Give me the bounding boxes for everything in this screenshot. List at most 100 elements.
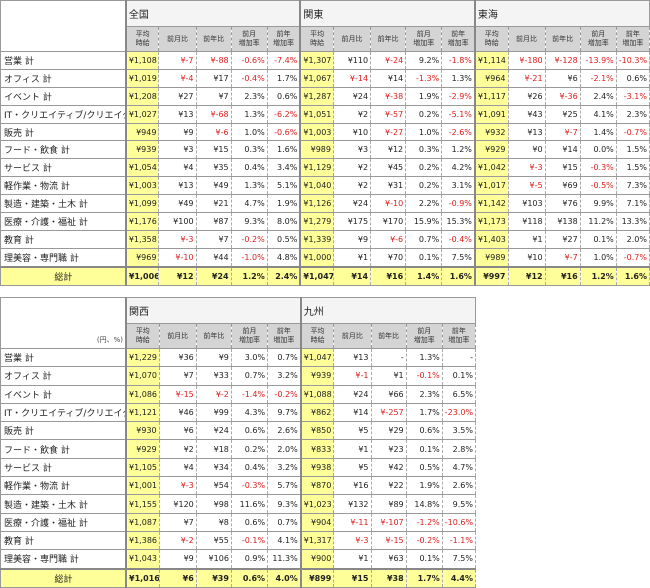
table-row: 販売 計 ¥949 ¥9 ¥-6 1.0% -0.6% ¥1,003 ¥10 ¥-27 1.0% -… xyxy=(0,122,650,142)
row-label: サービス 計 xyxy=(0,158,127,178)
table-row: 理美容・専門職 計 ¥1,043 ¥9 ¥106 0.9% 11.3% ¥900 ¥1 ¥63 0… xyxy=(0,549,477,570)
value-cell: ¥1,386 xyxy=(124,530,160,551)
value-cell: 0.6% xyxy=(230,567,269,588)
value-cell: ¥-27 xyxy=(370,122,407,142)
column-header: 前年 増加率 xyxy=(267,323,302,349)
value-cell: -1.2% xyxy=(405,512,443,532)
value-cell: 4.1% xyxy=(267,530,302,551)
value-cell: 7.3% xyxy=(615,176,650,196)
value-cell: 0.5% xyxy=(266,229,301,249)
value-cell: ¥132 xyxy=(333,494,372,514)
value-cell: ¥1,070 xyxy=(124,366,160,386)
value-cell: ¥34 xyxy=(195,457,232,478)
value-cell: ¥170 xyxy=(370,212,407,231)
value-cell: 0.2% xyxy=(405,176,443,196)
value-cell: 1.5% xyxy=(615,158,650,178)
value-cell: ¥18 xyxy=(195,439,232,459)
column-header: 平均 時給 xyxy=(473,26,509,52)
value-cell: ¥24 xyxy=(332,86,372,106)
value-cell: ¥9 xyxy=(158,122,197,142)
value-cell: 11.2% xyxy=(579,212,617,231)
value-cell: 0.7% xyxy=(405,229,443,249)
column-header: 前年 増加率 xyxy=(441,323,477,349)
value-cell: 1.0% xyxy=(230,122,268,142)
value-cell: ¥1,047 xyxy=(299,265,334,286)
value-cell: 15.3% xyxy=(441,212,476,231)
value-cell: ¥13 xyxy=(158,104,197,124)
value-cell: 5.7% xyxy=(267,476,302,496)
table-row: オフィス 計 ¥1,070 ¥7 ¥33 0.7% 3.2% ¥939 ¥-1 ¥1 -0.1% 0… xyxy=(0,366,477,386)
value-cell: ¥14 xyxy=(332,265,372,286)
value-cell: ¥46 xyxy=(158,402,197,423)
value-cell: ¥1,047 xyxy=(299,347,335,368)
value-cell: ¥-14 xyxy=(332,68,372,88)
value-cell: ¥-38 xyxy=(370,86,407,106)
value-cell: ¥1,403 xyxy=(473,229,509,249)
value-cell: ¥969 xyxy=(124,247,160,268)
value-cell: ¥-4 xyxy=(158,68,197,88)
value-cell: 3.0% xyxy=(230,347,269,368)
value-cell: ¥12 xyxy=(507,265,546,286)
value-cell: ¥1,087 xyxy=(124,512,160,532)
column-header-row: 平均 時給 前月比 前年比 前月 増加率 前年 増加率 平均 時給 前月比 前年比 前月 増加率 前年 増加率… xyxy=(1,26,650,52)
column-header: 前年 増加率 xyxy=(266,26,301,52)
value-cell: ¥76 xyxy=(544,194,581,214)
value-cell: 4.4% xyxy=(441,567,477,588)
value-cell: 1.2% xyxy=(579,265,617,286)
table-row: IT・クリエイティブ/クリエイター 計¥1,121¥46¥994.3%9.7%¥… xyxy=(0,402,477,423)
value-cell: ¥1,105 xyxy=(124,457,160,478)
value-cell: 4.7% xyxy=(441,457,477,478)
value-cell: ¥1,003 xyxy=(299,122,334,142)
column-header: 前年 増加率 xyxy=(615,26,650,52)
column-header: 平均 時給 xyxy=(299,26,334,52)
value-cell: ¥1,279 xyxy=(299,212,334,231)
value-cell: ¥16 xyxy=(370,265,407,286)
value-cell: ¥25 xyxy=(544,104,581,124)
value-cell: ¥949 xyxy=(124,122,160,142)
value-cell: 1.0% xyxy=(579,247,617,268)
value-cell: 0.7% xyxy=(267,347,302,368)
value-cell: ¥45 xyxy=(370,158,407,178)
region-header-row: 全国 関東 東海 xyxy=(0,0,650,52)
value-cell: ¥1,108 xyxy=(124,51,160,70)
table-row: 教育 計 ¥1,358 ¥-3 ¥7 -0.2% 0.5% ¥1,339 ¥9 ¥-6 0.7% -… xyxy=(0,229,650,249)
value-cell: 3.4% xyxy=(266,158,301,178)
value-cell: ¥-7 xyxy=(158,51,197,70)
table-row: フード・飲食 計 ¥929 ¥2 ¥18 0.2% 2.0% ¥833 ¥1 ¥23 0.1% 2.… xyxy=(0,439,477,459)
value-cell: ¥1,017 xyxy=(473,176,509,196)
row-label: 軽作業・物流 計 xyxy=(0,176,127,196)
value-cell: ¥1,142 xyxy=(473,194,509,214)
value-cell: 2.0% xyxy=(267,439,302,459)
row-label: 販売 計 xyxy=(0,421,127,441)
value-cell: ¥12 xyxy=(370,140,407,160)
value-cell: ¥1,317 xyxy=(299,530,335,551)
value-cell: ¥989 xyxy=(473,247,509,268)
value-cell: ¥8 xyxy=(195,512,232,532)
value-cell: ¥1,000 xyxy=(299,247,334,268)
value-cell: ¥-21 xyxy=(507,68,546,88)
value-cell: 11.6% xyxy=(230,494,269,514)
value-cell: 1.5% xyxy=(615,140,650,160)
value-cell: ¥1,006 xyxy=(124,265,160,286)
value-cell: ¥1,114 xyxy=(473,51,509,70)
value-cell: 0.7% xyxy=(267,512,302,532)
value-cell: ¥49 xyxy=(158,194,197,214)
value-cell: 0.6% xyxy=(266,86,301,106)
value-cell: 9.3% xyxy=(230,212,268,231)
value-cell: ¥12 xyxy=(158,265,197,286)
value-cell: - xyxy=(370,347,407,368)
value-cell: 0.4% xyxy=(230,158,268,178)
value-cell: 2.0% xyxy=(615,229,650,249)
column-header: 前月 増加率 xyxy=(230,323,269,349)
value-cell: 14.8% xyxy=(405,494,443,514)
value-cell: -0.7% xyxy=(615,122,650,142)
value-cell: 13.3% xyxy=(615,212,650,231)
value-cell: 0.1% xyxy=(405,549,443,570)
value-cell: ¥-128 xyxy=(544,51,581,70)
value-cell: ¥9 xyxy=(195,347,232,368)
value-cell: ¥17 xyxy=(195,68,232,88)
table-row: 軽作業・物流 計 ¥1,003 ¥13 ¥49 1.3% 5.1% ¥1,040 ¥2 ¥31 0… xyxy=(0,176,650,196)
value-cell: -0.2% xyxy=(230,229,268,249)
value-cell: ¥29 xyxy=(370,421,407,441)
value-cell: 4.3% xyxy=(230,402,269,423)
